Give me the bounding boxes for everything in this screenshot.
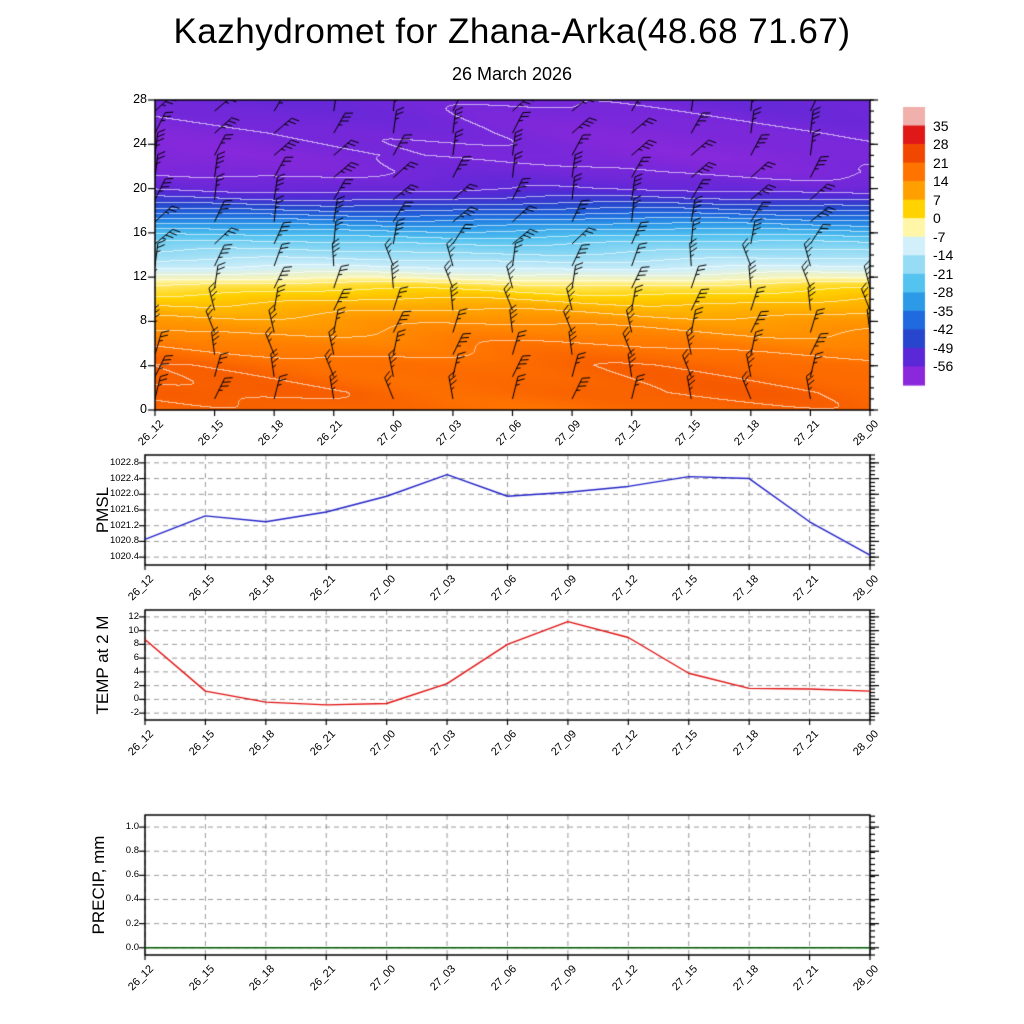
y-tick-label: 0.0 [125,941,139,953]
colorbar-tick-label: -14 [933,247,954,264]
y-tick-label: 8 [140,313,147,328]
y-tick-label: 1.0 [125,821,139,833]
colorbar-tick-label: 28 [933,136,949,153]
date-subtitle: 26 March 2026 [451,64,573,84]
y-tick-label: 0 [140,402,147,416]
y-tick-label: 1022.8 [109,456,139,468]
y-tick-label: 0.2 [125,917,139,929]
colorbar-tick-label: 0 [933,210,941,227]
colorbar-tick-label: 35 [933,117,949,134]
colorbar-tick-label: -49 [933,339,954,356]
page-title: Kazhydromet for Zhana-Arka(48.68 71.67) [173,12,851,51]
y-tick-label: 0.6 [125,869,139,881]
colorbar-tick-label: -28 [933,284,954,301]
colorbar-tick-label: 7 [933,191,941,208]
colorbar-tick-label: -21 [933,265,954,282]
y-tick-label: -2 [130,707,139,719]
y-tick-label: 1021.6 [109,504,139,515]
colorbar-tick-label: -7 [933,228,946,245]
y-tick-label: 24 [133,136,147,151]
y-tick-label: 8 [133,638,139,650]
y-tick-label: 16 [133,224,147,239]
y-tick-label: 0.4 [125,893,139,905]
colorbar-tick-label: -35 [933,302,954,319]
y-tick-label: 0.8 [125,845,139,857]
y-tick-label: 6 [133,652,139,664]
y-tick-label: 1020.8 [109,535,139,547]
colorbar-tick-label: 21 [933,154,949,171]
y-tick-label: 2 [133,679,139,691]
y-tick-label: 1020.4 [109,551,139,563]
y-tick-label: 12 [128,610,139,622]
colorbar-tick-label: -42 [933,321,954,338]
y-tick-label: 0 [133,693,139,705]
y-tick-label: 28 [133,92,147,106]
colorbar-tick-label: -56 [933,358,954,375]
y-tick-label: 10 [128,624,139,636]
y-tick-label: 4 [140,357,147,372]
colorbar-tick-label: 14 [933,173,949,190]
y-tick-label: 20 [133,180,147,195]
y-tick-label: 1022.4 [109,472,139,484]
y-tick-label: 1022.0 [109,488,139,500]
y-tick-label: 12 [133,269,147,284]
y-tick-label: 4 [133,665,139,677]
y-tick-label: 1021.2 [109,519,139,531]
